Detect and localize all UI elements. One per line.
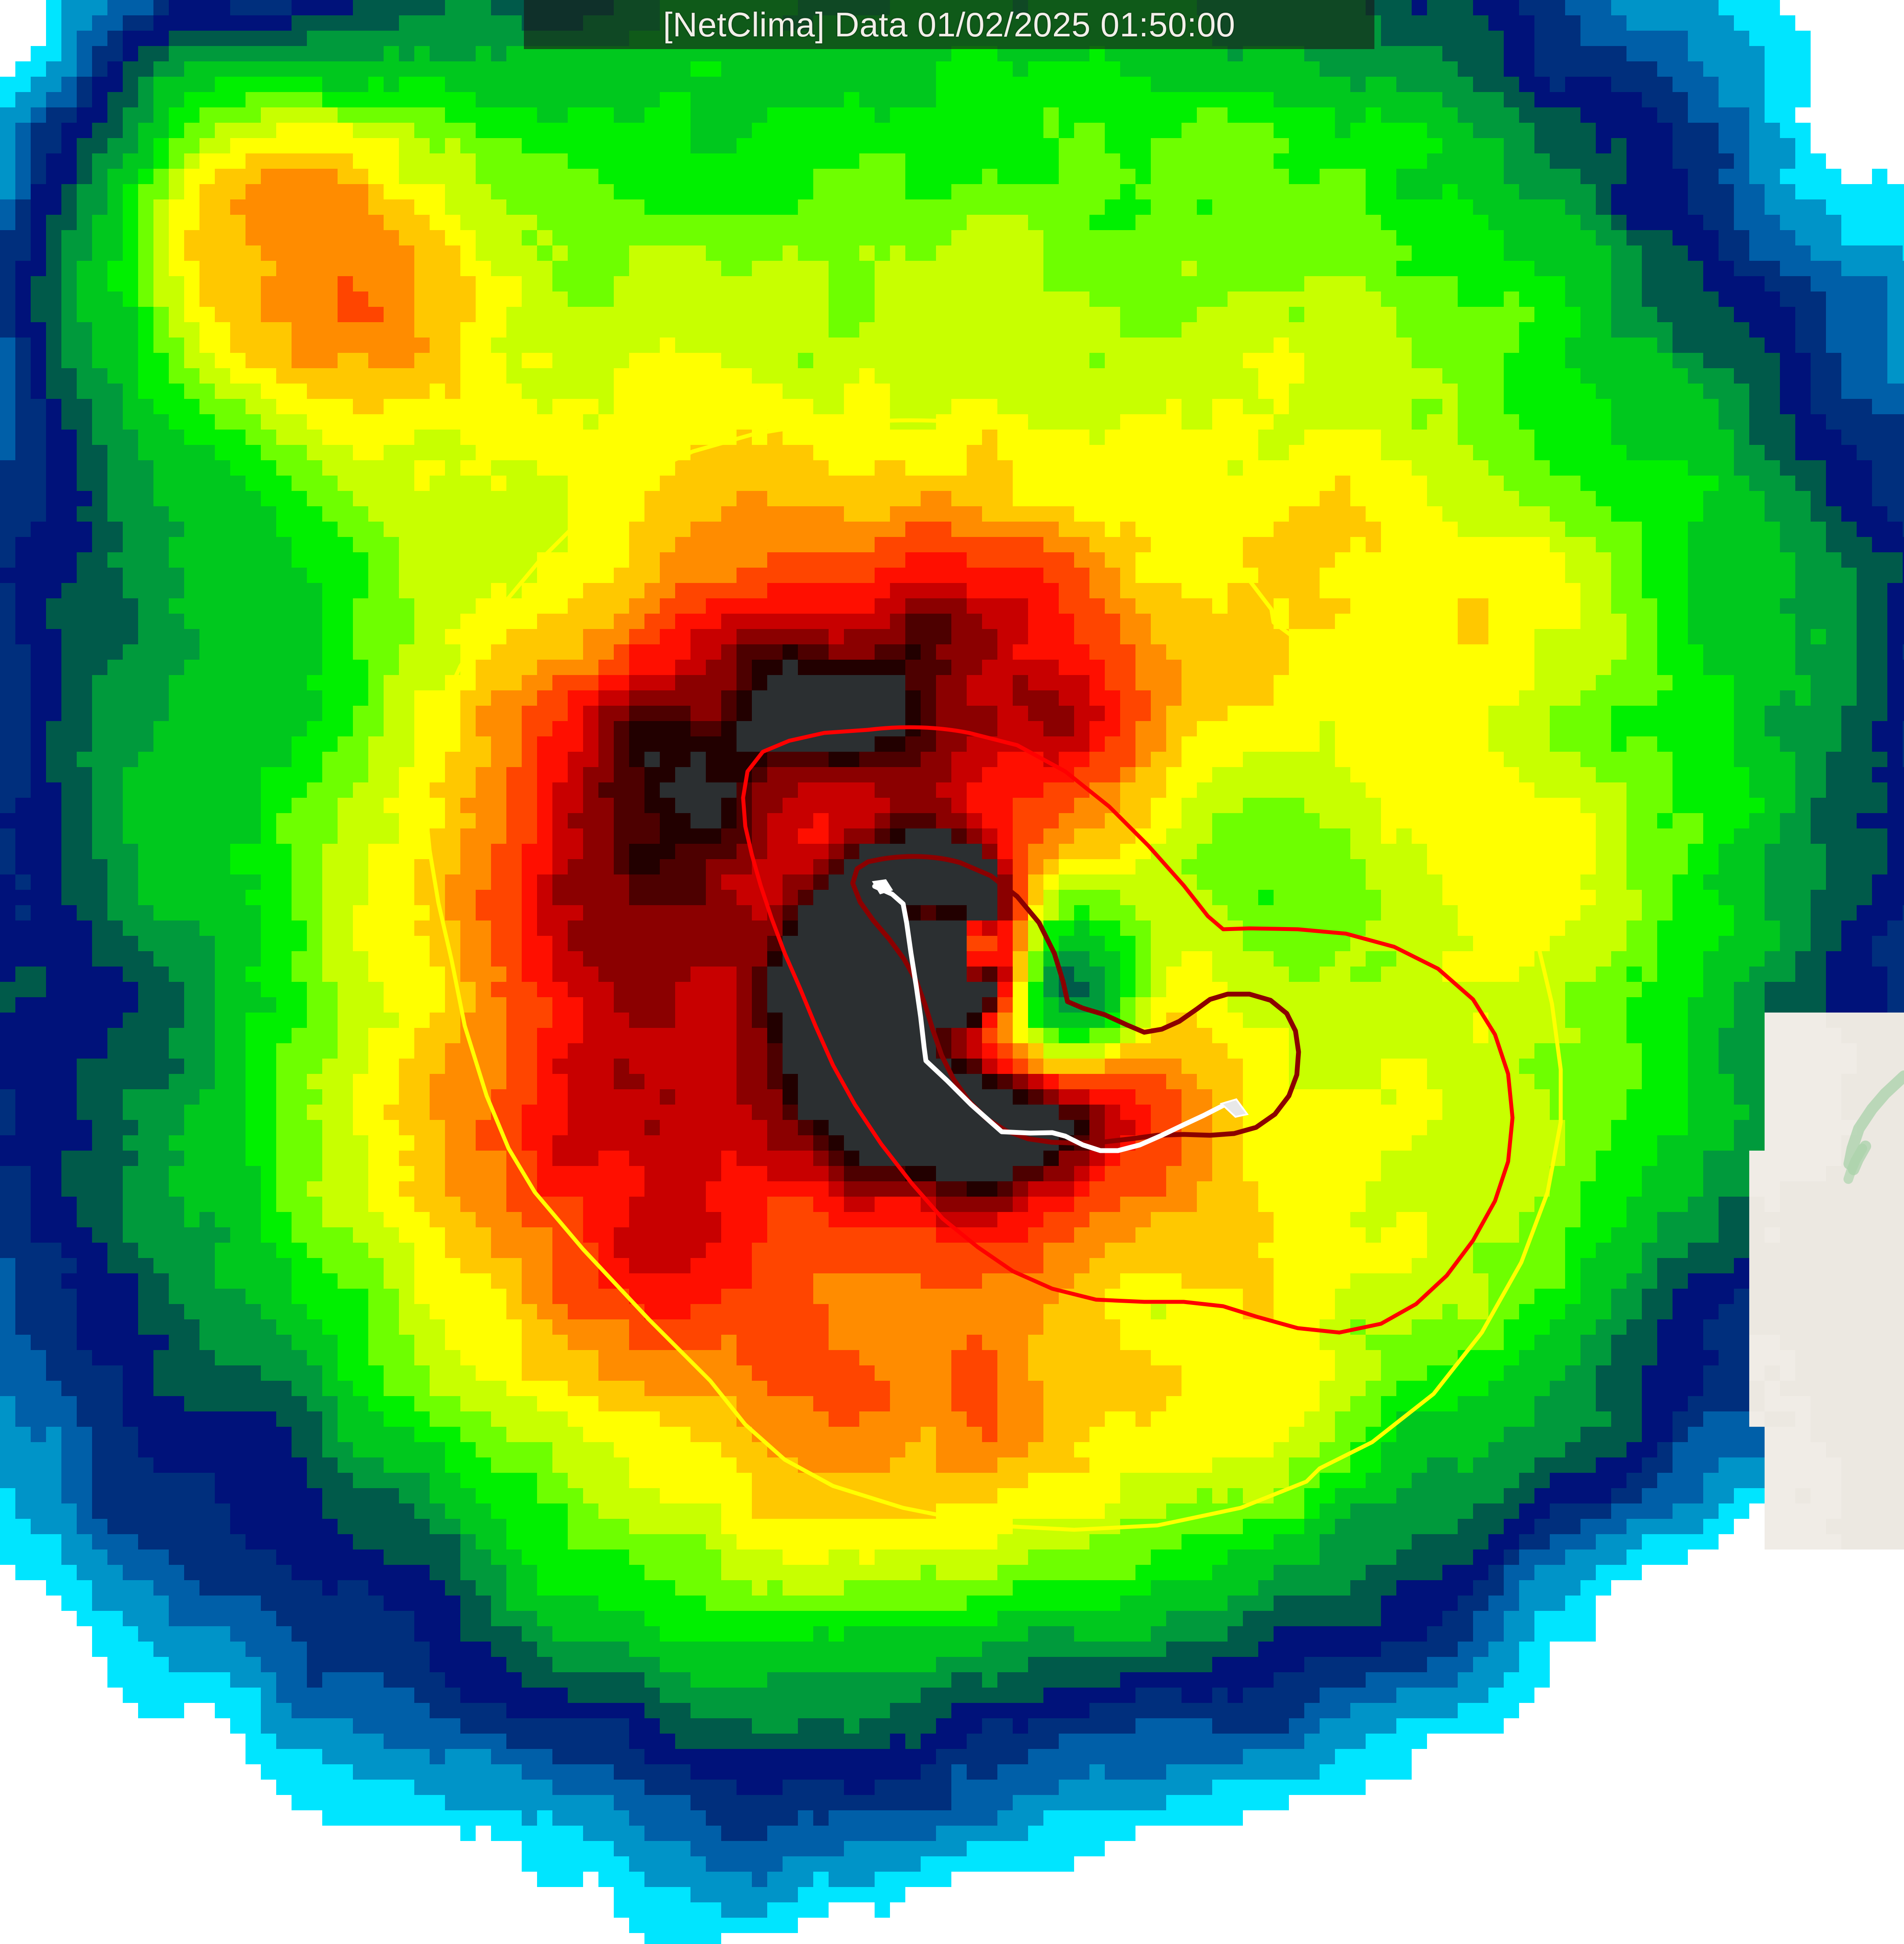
data-title-text: [NetClima] Data 01/02/2025 01:50:00 bbox=[663, 5, 1235, 44]
data-title-bar: [NetClima] Data 01/02/2025 01:50:00 bbox=[524, 0, 1374, 49]
